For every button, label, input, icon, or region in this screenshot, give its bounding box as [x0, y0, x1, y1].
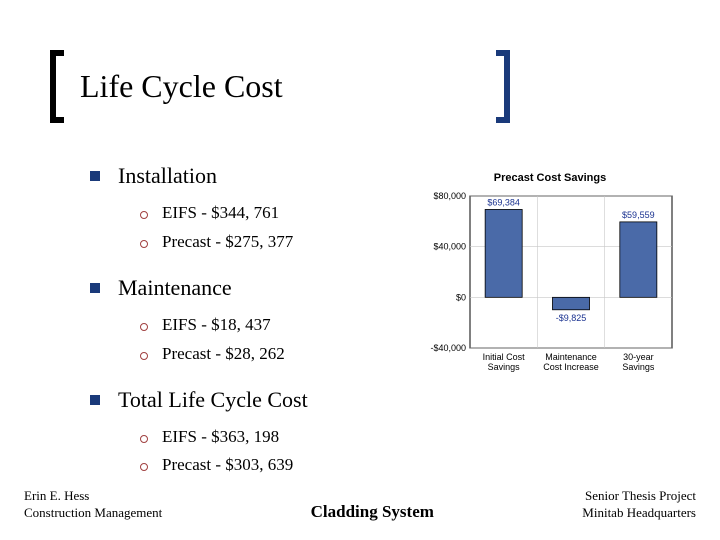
list-item: Precast - $275, 377	[140, 228, 400, 257]
heading-text: Maintenance	[118, 275, 232, 301]
item-text: Precast - $275, 377	[162, 228, 293, 257]
svg-text:$0: $0	[456, 292, 466, 302]
circle-bullet-icon	[140, 323, 148, 331]
svg-text:Savings: Savings	[488, 362, 521, 372]
section-heading: Maintenance	[90, 275, 400, 301]
bar-chart-svg: -$40,000 $0 $40,000 $80,000 $69,384 Initial C…	[420, 188, 680, 388]
author-name: Erin E. Hess	[24, 488, 162, 505]
list-item: EIFS - $363, 198	[140, 423, 400, 452]
circle-bullet-icon	[140, 352, 148, 360]
author-dept: Construction Management	[24, 505, 162, 522]
circle-bullet-icon	[140, 435, 148, 443]
slide: Life Cycle Cost Installation EIFS - $344…	[0, 0, 720, 540]
item-text: EIFS - $344, 761	[162, 199, 279, 228]
svg-text:-$9,825: -$9,825	[556, 313, 587, 323]
project-loc: Minitab Headquarters	[582, 505, 696, 522]
item-text: Precast - $303, 639	[162, 451, 293, 480]
circle-bullet-icon	[140, 211, 148, 219]
square-bullet-icon	[90, 395, 100, 405]
item-text: Precast - $28, 262	[162, 340, 285, 369]
footer-center: Cladding System	[311, 502, 434, 522]
svg-text:Maintenance: Maintenance	[545, 352, 597, 362]
svg-text:$69,384: $69,384	[487, 197, 520, 207]
svg-text:30-year: 30-year	[623, 352, 654, 362]
square-bullet-icon	[90, 171, 100, 181]
list-item: Precast - $28, 262	[140, 340, 400, 369]
title-area: Life Cycle Cost	[50, 50, 690, 123]
precast-chart: Precast Cost Savings -$40,000 $0 $40,000 $8…	[420, 168, 680, 393]
chart-title: Precast Cost Savings	[420, 168, 680, 188]
footer-left: Erin E. Hess Construction Management	[24, 488, 162, 522]
section-total: Total Life Cycle Cost EIFS - $363, 198 P…	[90, 387, 400, 481]
svg-text:-$40,000: -$40,000	[430, 343, 466, 353]
circle-bullet-icon	[140, 240, 148, 248]
section-installation: Installation EIFS - $344, 761 Precast - …	[90, 163, 400, 257]
footer-right: Senior Thesis Project Minitab Headquarte…	[582, 488, 696, 522]
section-heading: Total Life Cycle Cost	[90, 387, 400, 413]
list-item: Precast - $303, 639	[140, 451, 400, 480]
project-name: Senior Thesis Project	[582, 488, 696, 505]
svg-text:$40,000: $40,000	[433, 242, 466, 252]
svg-text:Savings: Savings	[622, 362, 655, 372]
svg-text:$80,000: $80,000	[433, 191, 466, 201]
square-bullet-icon	[90, 283, 100, 293]
svg-text:Initial Cost: Initial Cost	[483, 352, 526, 362]
heading-text: Installation	[118, 163, 217, 189]
section-maintenance: Maintenance EIFS - $18, 437 Precast - $2…	[90, 275, 400, 369]
svg-text:Cost Increase: Cost Increase	[543, 362, 599, 372]
item-text: EIFS - $18, 437	[162, 311, 271, 340]
text-column: Installation EIFS - $344, 761 Precast - …	[90, 163, 400, 498]
item-text: EIFS - $363, 198	[162, 423, 279, 452]
section-heading: Installation	[90, 163, 400, 189]
slide-title: Life Cycle Cost	[80, 68, 670, 105]
list-item: EIFS - $344, 761	[140, 199, 400, 228]
svg-text:$59,559: $59,559	[622, 210, 655, 220]
heading-text: Total Life Cycle Cost	[118, 387, 308, 413]
circle-bullet-icon	[140, 463, 148, 471]
footer: Erin E. Hess Construction Management Cla…	[0, 488, 720, 522]
bracket-left-icon	[50, 50, 64, 123]
bracket-right-icon	[496, 50, 510, 123]
list-item: EIFS - $18, 437	[140, 311, 400, 340]
chart-column: Precast Cost Savings -$40,000 $0 $40,000 $8…	[420, 163, 690, 498]
content-area: Installation EIFS - $344, 761 Precast - …	[50, 163, 690, 498]
